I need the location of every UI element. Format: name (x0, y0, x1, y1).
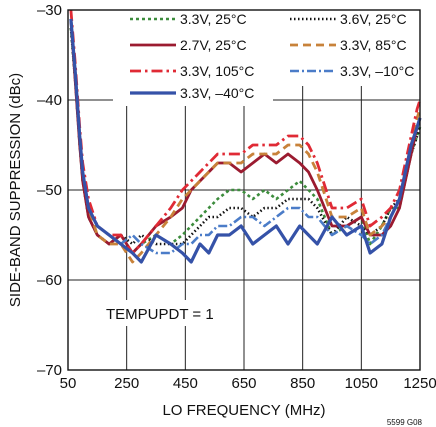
series-layer (69, 9, 422, 264)
x-tick-label-2: 450 (173, 375, 198, 392)
y-tick-label-2: –50 (37, 182, 62, 199)
x-tick-label-4: 850 (290, 375, 315, 392)
y-tick-label-0: –30 (37, 2, 62, 19)
legend-box (113, 10, 419, 86)
legend: 3.3V, 25°C 3.6V, 25°C 2.7V, 25°C 3.3V, 85°C… (130, 11, 414, 101)
y-tick-label-1: –40 (37, 92, 62, 109)
series-line-6 (69, 18, 422, 264)
legend-label-2: 2.7V, 25°C (180, 37, 247, 53)
legend-background (113, 10, 419, 106)
legend-box-tail (113, 86, 273, 106)
x-tick-label-0: 50 (60, 375, 77, 392)
legend-label-4: 3.3V, 105°C (180, 63, 254, 79)
tick-labels: 50 250 450 650 850 1050 1250 –30 –40 –50 –60 –70 (37, 2, 436, 392)
plot-frame (67, 9, 421, 371)
series-line-4 (69, 9, 422, 255)
y-axis-title: SIDE-BAND SUPPRESSION (dBc) (7, 73, 24, 307)
legend-label-5: 3.3V, –10°C (340, 63, 414, 79)
x-tick-label-6: 1250 (403, 375, 436, 392)
x-tick-label-5: 1050 (345, 375, 378, 392)
legend-label-1: 3.6V, 25°C (340, 11, 407, 27)
legend-label-3: 3.3V, 85°C (340, 37, 407, 53)
legend-label-6: 3.3V, –40°C (180, 85, 254, 101)
series-line-3 (69, 18, 422, 264)
y-tick-label-4: –70 (37, 362, 62, 379)
tempupdt-annotation: TEMPUPDT = 1 (106, 306, 214, 323)
annotation-background (100, 300, 224, 326)
y-tick-label-3: –60 (37, 272, 62, 289)
x-tick-label-3: 650 (231, 375, 256, 392)
legend-label-0: 3.3V, 25°C (180, 11, 247, 27)
x-axis-title: LO FREQUENCY (MHz) (162, 402, 325, 419)
x-tick-label-1: 250 (114, 375, 139, 392)
figure-id: 5599 G08 (387, 418, 423, 427)
